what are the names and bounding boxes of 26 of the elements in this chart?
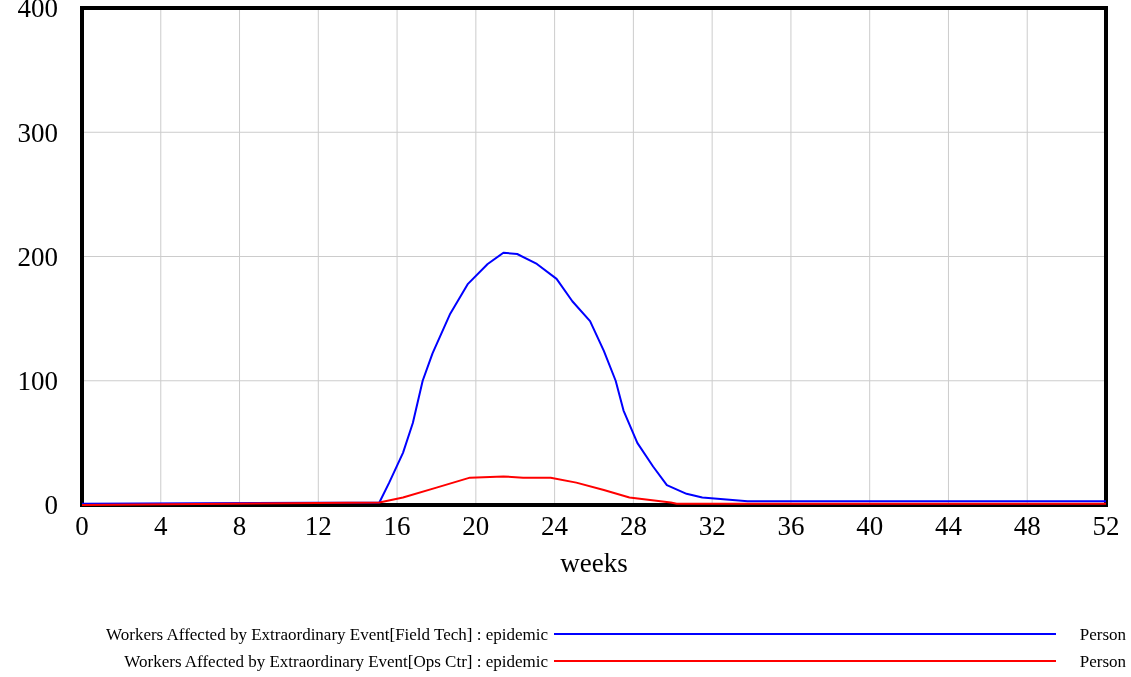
y-tick-label: 0 (44, 490, 58, 521)
x-tick-label: 44 (934, 511, 963, 541)
x-tick-label: 0 (75, 511, 89, 541)
x-tick-label: 52 (1092, 511, 1120, 541)
y-tick-label: 100 (17, 366, 58, 397)
y-tick-label: 300 (17, 117, 58, 148)
y-tick-label: 400 (17, 0, 58, 24)
x-tick-label: 20 (462, 511, 490, 541)
x-tick-label: 12 (304, 511, 332, 541)
y-tick-label: 200 (17, 241, 58, 272)
x-tick-label: 24 (541, 511, 569, 541)
x-tick-label: 48 (1013, 511, 1041, 541)
x-tick-label: 32 (698, 511, 726, 541)
x-tick-label: 4 (154, 511, 169, 541)
text: Person (1079, 651, 1127, 671)
x-tick-label: 8 (232, 511, 247, 541)
x-tick-label: 36 (777, 511, 805, 541)
legend-label: Workers Affected by Extraordinary Event[Ops Ctr] : epidemic (124, 651, 549, 671)
x-tick-label: 40 (856, 511, 884, 541)
line-series (81, 475, 1107, 506)
text: Person (1079, 624, 1127, 644)
line-series (81, 251, 1107, 505)
x-tick-label: 16 (383, 511, 411, 541)
legend-label: Workers Affected by Extraordinary Event[Field Tech] : epidemic (106, 624, 549, 644)
x-tick-label: 28 (619, 511, 647, 541)
x-axis-title: weeks (560, 548, 628, 578)
